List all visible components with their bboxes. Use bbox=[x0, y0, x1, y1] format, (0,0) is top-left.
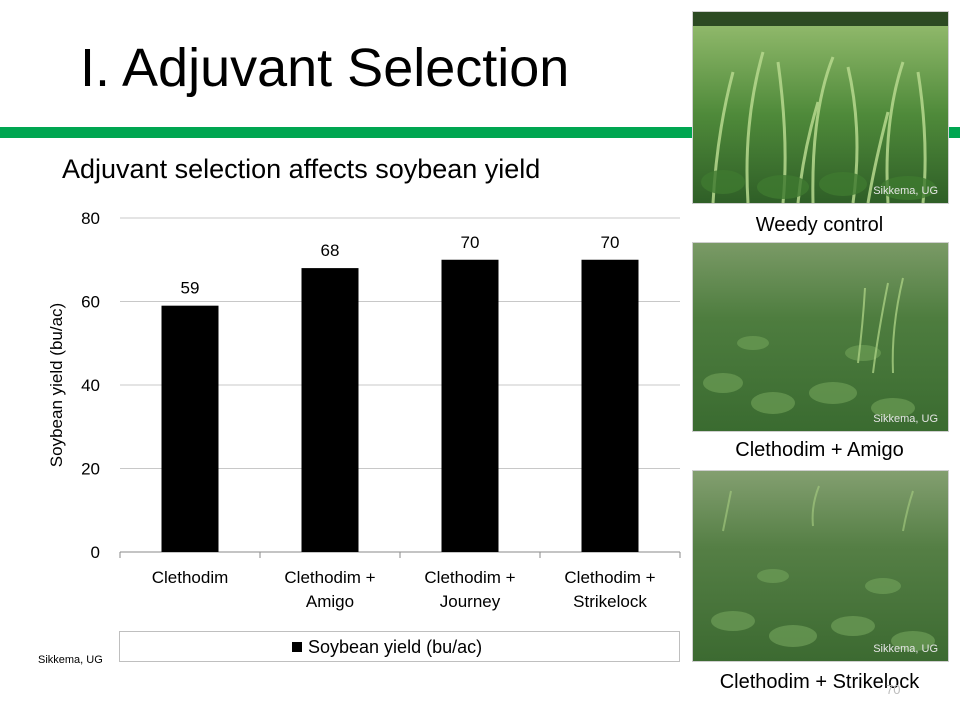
photo-caption-clethodim-amigo: Clethodim + Amigo bbox=[735, 439, 904, 461]
x-tick-label: Journey bbox=[440, 592, 501, 611]
bar-chart: 0 20 40 60 80 59 Clethodim 68 Clethodim + Amigo 70… bbox=[47, 209, 681, 611]
photo-caption-clethodim-strikelock: Clethodim + Strikelock bbox=[719, 671, 920, 693]
photo-credit: Sikkema, UG bbox=[873, 643, 938, 655]
slide-credit: Sikkema, UG bbox=[38, 654, 103, 666]
bar bbox=[441, 259, 499, 552]
y-tick-label: 80 bbox=[81, 209, 100, 228]
x-tick-label: Clethodim + bbox=[564, 568, 655, 587]
accent-bar bbox=[0, 127, 960, 138]
photo-weedy-control: Sikkema, UG bbox=[692, 11, 949, 204]
x-tick-label: Clethodim bbox=[152, 568, 229, 587]
weedy-field-image bbox=[693, 12, 948, 203]
bar bbox=[161, 305, 219, 552]
soybean-field-image bbox=[693, 243, 948, 431]
y-axis-title: Soybean yield (bu/ac) bbox=[47, 303, 66, 467]
data-label: 70 bbox=[461, 233, 480, 252]
x-tick-label: Strikelock bbox=[573, 592, 647, 611]
photo-clethodim-amigo: Sikkema, UG bbox=[692, 242, 949, 432]
photo-caption-weedy-control: Weedy control bbox=[755, 214, 884, 236]
bar bbox=[301, 268, 359, 552]
legend-label: Soybean yield (bu/ac) bbox=[308, 637, 483, 657]
x-tick-label: Clethodim + bbox=[284, 568, 375, 587]
slide-number: 70 bbox=[886, 682, 901, 697]
bar bbox=[581, 259, 639, 552]
y-tick-label: 60 bbox=[81, 293, 100, 312]
data-label: 70 bbox=[601, 233, 620, 252]
legend-swatch bbox=[292, 642, 302, 652]
chart-legend bbox=[119, 631, 680, 662]
x-tick-label: Amigo bbox=[306, 592, 354, 611]
x-tick-label: Clethodim + bbox=[424, 568, 515, 587]
soybean-field-image bbox=[693, 471, 948, 661]
y-tick-label: 40 bbox=[81, 376, 100, 395]
slide-subtitle: Adjuvant selection affects soybean yield bbox=[62, 154, 541, 184]
photo-credit: Sikkema, UG bbox=[873, 413, 938, 425]
data-label: 59 bbox=[181, 279, 200, 298]
y-tick-label: 0 bbox=[91, 543, 100, 562]
slide-title: I. Adjuvant Selection bbox=[80, 38, 570, 98]
photo-credit: Sikkema, UG bbox=[873, 185, 938, 197]
data-label: 68 bbox=[321, 241, 340, 260]
photo-clethodim-strikelock: Sikkema, UG bbox=[692, 470, 949, 662]
y-tick-label: 20 bbox=[81, 460, 100, 479]
